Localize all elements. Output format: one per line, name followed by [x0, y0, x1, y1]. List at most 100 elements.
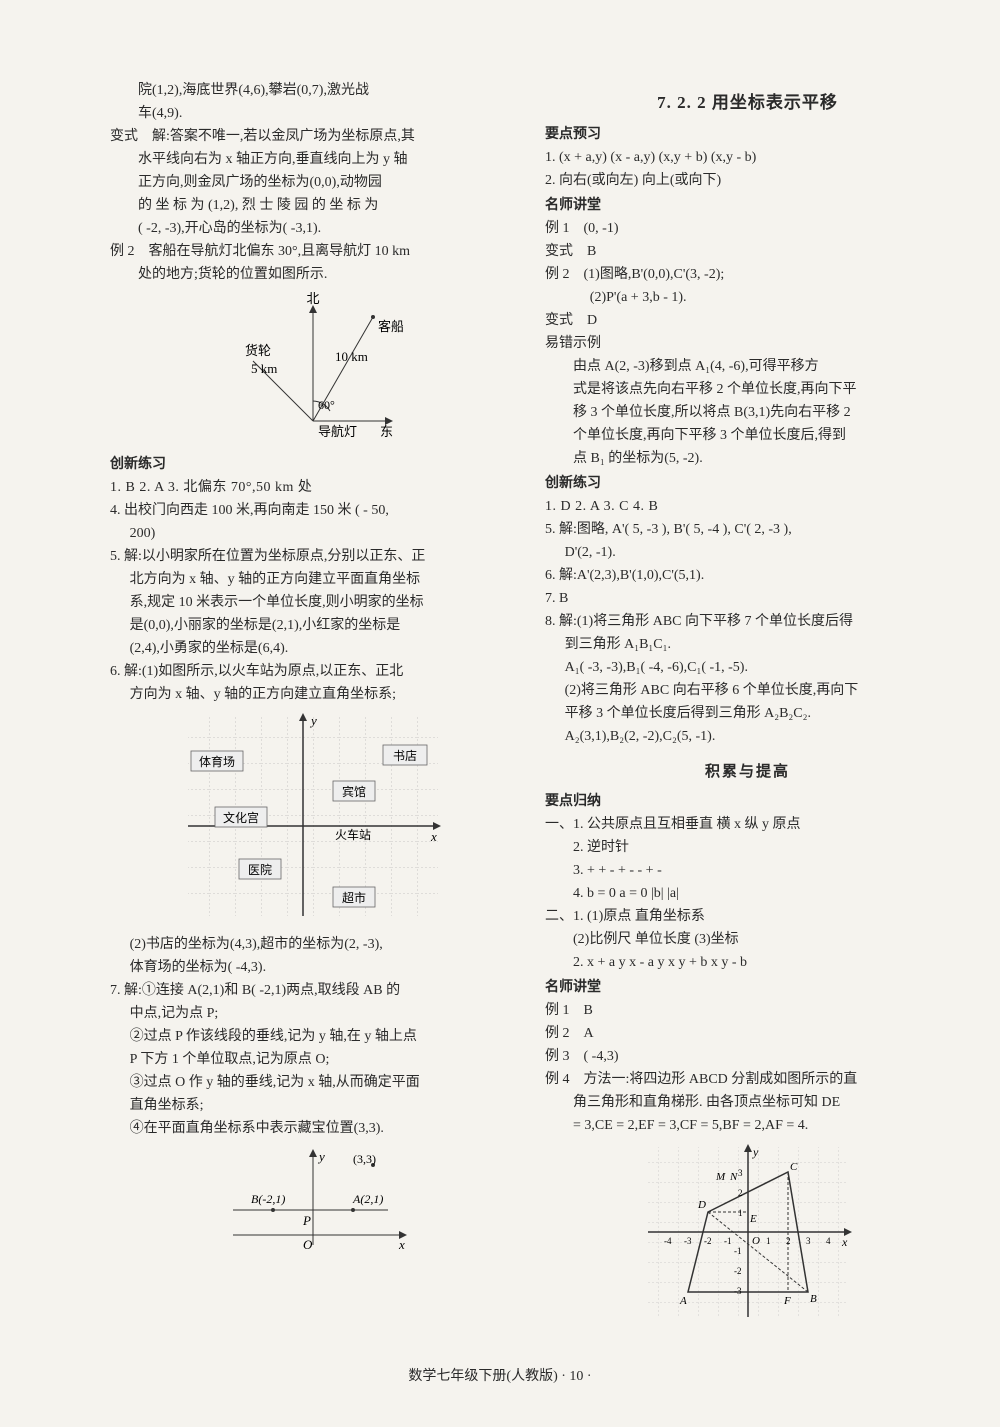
svg-text:E: E	[749, 1213, 757, 1225]
text-line: P 下方 1 个单位取点,记为原点 O;	[110, 1049, 515, 1070]
svg-text:-1: -1	[734, 1246, 742, 1256]
svg-text:A(2,1): A(2,1)	[352, 1192, 383, 1206]
svg-text:超市: 超市	[341, 890, 365, 905]
text-line: D'(2, -1).	[545, 542, 950, 563]
li1-row: 例 1 (0, -1)	[545, 218, 950, 239]
text-line: 正方向,则金凤广场的坐标为(0,0),动物园	[110, 172, 515, 193]
text-line: 系,规定 10 米表示一个单位长度,则小明家的坐标	[110, 592, 515, 613]
diagram-quad: y x O D E C M N A F B 1 2 3 4 -1 -2 -3 -…	[545, 1142, 950, 1329]
text-line: 3. + + - + - - + -	[545, 860, 950, 881]
svg-text:体育场: 体育场	[198, 754, 234, 769]
north-label: 北	[306, 291, 319, 306]
label: 例 1	[545, 221, 570, 236]
jilei-yaodian: 要点归纳	[545, 791, 950, 812]
text-line: (2)书店的坐标为(4,3),超市的坐标为(2, -3),	[110, 934, 515, 955]
angle-label: 60°	[318, 398, 335, 412]
svg-text:-1: -1	[724, 1236, 732, 1246]
text-line: 院(1,2),海底世界(4,6),攀岩(0,7),激光战	[110, 80, 515, 101]
text-line: 北方向为 x 轴、y 轴的正方向建立平面直角坐标	[110, 569, 515, 590]
answers-row: 1. D 2. A 3. C 4. B	[545, 496, 950, 517]
text-line: 方向为 x 轴、y 轴的正方向建立直角坐标系;	[110, 684, 515, 705]
svg-text:-3: -3	[684, 1236, 692, 1246]
label: 变式	[110, 129, 138, 144]
svg-text:x: x	[398, 1237, 405, 1252]
svg-text:1: 1	[738, 1208, 743, 1218]
yicuo-title: 易错示例	[545, 333, 950, 354]
text-line: 是(0,0),小丽家的坐标是(2,1),小红家的坐标是	[110, 615, 515, 636]
mingshi2-title: 名师讲堂	[545, 977, 950, 998]
text-line: 体育场的坐标为( -4,3).	[110, 957, 515, 978]
mingshi-title: 名师讲堂	[545, 195, 950, 216]
diagram-city-grid: y x 体育场 书店 宾馆 文化宫 火车站 医院 超市	[110, 711, 515, 928]
svg-text:书店: 书店	[392, 749, 416, 763]
text-line: 平移 3 个单位长度后得到三角形 A₂B₂C₂.	[545, 703, 950, 724]
svg-text:O: O	[752, 1235, 760, 1247]
svg-text:-2: -2	[704, 1236, 712, 1246]
text-line: 200)	[110, 523, 515, 544]
text-line: 的 坐 标 为 (1,2), 烈 士 陵 园 的 坐 标 为	[110, 195, 515, 216]
text-line: 2. x + a y x - a y x y + b x y - b	[545, 952, 950, 973]
answer-6: 6. 解:(1)如图所示,以火车站为原点,以正东、正北	[110, 661, 515, 682]
label: 例 3	[545, 1049, 570, 1064]
answers-row: 1. B 2. A 3. 北偏东 70°,50 km 处	[110, 477, 515, 498]
svg-text:-4: -4	[664, 1236, 672, 1246]
svg-text:2: 2	[786, 1236, 791, 1246]
svg-text:(3,3): (3,3)	[353, 1152, 376, 1166]
page-footer: 数学七年级下册(人教版) · 10 ·	[0, 1366, 1000, 1387]
answer-6: 6. 解:A'(2,3),B'(1,0),C'(5,1).	[545, 565, 950, 586]
example2-block: 例 2 客船在导航灯北偏东 30°,且离导航灯 10 km	[110, 241, 515, 262]
svg-text:B(-2,1): B(-2,1)	[251, 1192, 285, 1206]
answer: D	[587, 313, 597, 328]
jilei-title: 积累与提高	[545, 761, 950, 784]
text-line: 移 3 个单位长度,所以将点 B(3,1)先向右平移 2	[545, 402, 950, 423]
answer-7: 7. 解:①连接 A(2,1)和 B( -2,1)两点,取线段 AB 的	[110, 980, 515, 1001]
text-line: 到三角形 A₁B₁C₁.	[545, 634, 950, 655]
text-line: ( -2, -3),开心岛的坐标为( -3,1).	[110, 218, 515, 239]
bs1-row: 变式 B	[545, 241, 950, 262]
east-label: 东	[379, 424, 392, 439]
text: 方法一:将四边形 ABCD 分割成如图所示的直	[584, 1072, 858, 1087]
text-line: 4. b = 0 a = 0 |b| |a|	[545, 883, 950, 904]
m2-li4: 例 4 方法一:将四边形 ABCD 分割成如图所示的直	[545, 1069, 950, 1090]
text-line: 中点,记为点 P;	[110, 1003, 515, 1024]
label: 例 1	[545, 1003, 570, 1018]
text-line: 由点 A(2, -3)移到点 A₁(4, -6),可得平移方	[545, 356, 950, 377]
text-line: 车(4,9).	[110, 103, 515, 124]
m2-li2: 例 2 A	[545, 1023, 950, 1044]
left-column: 院(1,2),海底世界(4,6),攀岩(0,7),激光战 车(4,9). 变式 …	[110, 80, 515, 1335]
svg-text:1: 1	[766, 1236, 771, 1246]
text-line: ③过点 O 作 y 轴的垂线,记为 x 轴,从而确定平面	[110, 1072, 515, 1093]
label: 例 2	[545, 267, 570, 282]
svg-text:O: O	[303, 1237, 313, 1252]
svg-text:y: y	[317, 1149, 325, 1164]
text-line: 式是将该点先向右平移 2 个单位长度,再向下平	[545, 379, 950, 400]
m2-li3: 例 3 ( -4,3)	[545, 1046, 950, 1067]
svg-text:P: P	[302, 1213, 311, 1228]
text-line: 个单位长度,再向下平移 3 个单位长度后,得到	[545, 425, 950, 446]
diagram-treasure: y x O P B(-2,1) A(2,1) (3,3)	[110, 1145, 515, 1262]
chuangxin-title: 创新练习	[110, 454, 515, 475]
answer: A	[584, 1026, 594, 1041]
svg-text:y: y	[752, 1145, 759, 1159]
diagram-ship: 北 客船 货轮 5 km 10 km 60° 导航灯 东	[110, 291, 515, 448]
text-line: 2. 向右(或向左) 向上(或向下)	[545, 170, 950, 191]
label: 例 2	[545, 1026, 570, 1041]
answer-5: 5. 解:以小明家所在位置为坐标原点,分别以正东、正	[110, 546, 515, 567]
svg-text:M: M	[715, 1171, 726, 1183]
text-line: 1. (x + a,y) (x - a,y) (x,y + b) (x,y - …	[545, 147, 950, 168]
svg-text:3: 3	[738, 1168, 743, 1178]
svg-text:4: 4	[826, 1236, 831, 1246]
answer-8: 8. 解:(1)将三角形 ABC 向下平移 7 个单位长度后得	[545, 611, 950, 632]
label: 变式	[545, 313, 573, 328]
text-line: A₂(3,1),B₂(2, -2),C₂(5, -1).	[545, 726, 950, 747]
answer: B	[584, 1003, 593, 1018]
huoLun-label: 货轮	[245, 343, 271, 358]
text-line: 一、1. 公共原点且互相垂直 横 x 纵 y 原点	[545, 814, 950, 835]
label: 变式	[545, 244, 573, 259]
svg-text:-2: -2	[734, 1266, 742, 1276]
text-line: ②过点 P 作该线段的垂线,记为 y 轴,在 y 轴上点	[110, 1026, 515, 1047]
label: 例 4	[545, 1072, 570, 1087]
text-line: (2)P'(a + 3,b - 1).	[545, 287, 950, 308]
text: 解:答案不唯一,若以金凤广场为坐标原点,其	[152, 129, 415, 144]
keChuan-label: 客船	[378, 319, 403, 334]
